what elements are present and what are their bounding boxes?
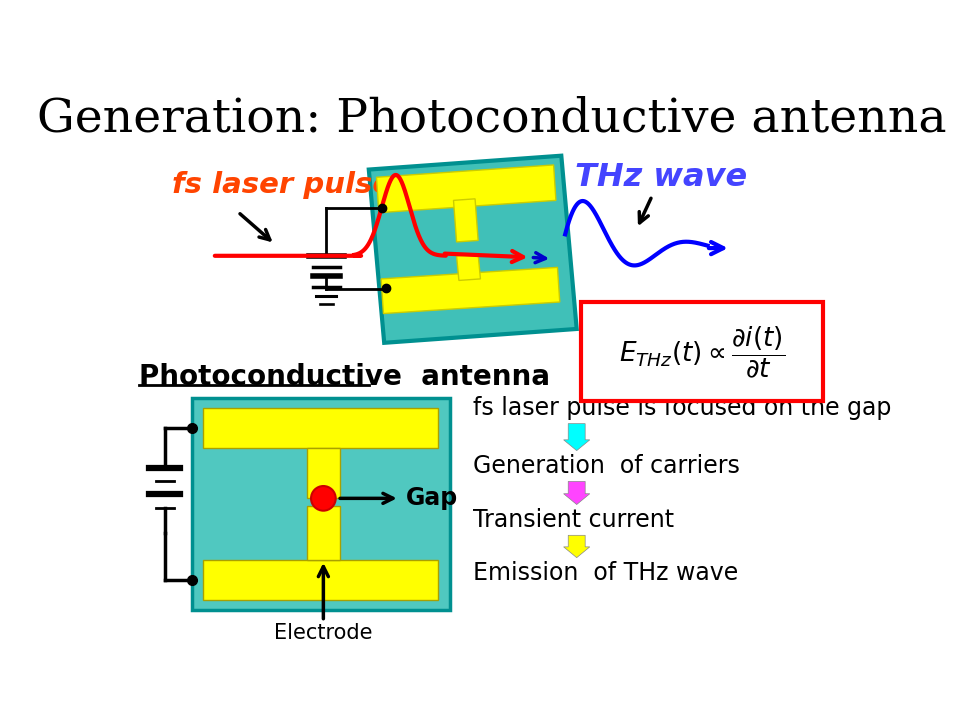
Text: Transient current: Transient current	[472, 508, 674, 532]
Bar	[204, 560, 438, 600]
Bar	[307, 506, 340, 560]
Text: Photoconductive  antenna: Photoconductive antenna	[139, 364, 550, 392]
FancyArrow shape	[564, 423, 589, 451]
Polygon shape	[453, 199, 478, 242]
Polygon shape	[369, 156, 577, 343]
Text: Electrode: Electrode	[275, 623, 372, 643]
Text: Emission  of THz wave: Emission of THz wave	[472, 561, 738, 585]
Text: fs laser pulse is focused on the gap: fs laser pulse is focused on the gap	[472, 396, 891, 420]
Text: $E_{THz}(t) \propto \dfrac{\partial i(t)}{\partial t}$: $E_{THz}(t) \propto \dfrac{\partial i(t)…	[619, 324, 785, 379]
Text: Gap: Gap	[406, 486, 458, 510]
Polygon shape	[381, 267, 560, 313]
Bar	[192, 398, 449, 610]
Polygon shape	[376, 165, 556, 212]
Text: fs laser pulse: fs laser pulse	[173, 171, 393, 199]
FancyArrow shape	[564, 535, 589, 557]
Text: Generation: Photoconductive antenna: Generation: Photoconductive antenna	[37, 96, 947, 141]
Polygon shape	[457, 254, 480, 280]
Text: THz wave: THz wave	[575, 162, 748, 193]
Bar	[204, 408, 438, 449]
Circle shape	[311, 486, 336, 510]
FancyArrow shape	[564, 482, 589, 505]
FancyBboxPatch shape	[582, 302, 823, 401]
Bar	[307, 449, 340, 498]
Text: Generation  of carriers: Generation of carriers	[472, 454, 739, 478]
